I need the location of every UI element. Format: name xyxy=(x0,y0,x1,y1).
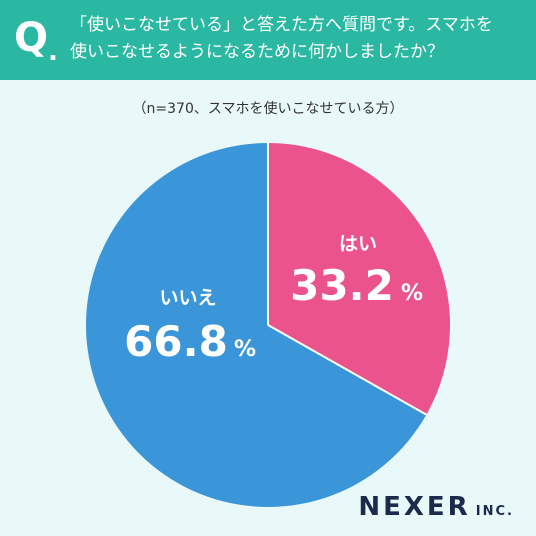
logo-sub: INC. xyxy=(475,504,514,519)
label-no: いいえ xyxy=(159,287,216,309)
unit-yes: % xyxy=(401,281,423,306)
label-yes: はい xyxy=(339,233,377,255)
pie-slice-no xyxy=(86,143,427,507)
value-no: 66.8 xyxy=(124,317,228,366)
pie-divider-bottom xyxy=(267,324,427,416)
q-mark: Q xyxy=(14,15,49,61)
q-dot: . xyxy=(48,37,58,67)
nexer-logo: NEXER INC. xyxy=(358,492,514,522)
question-line-2: 使いこなせるようになるために何かしましたか？ xyxy=(70,42,444,62)
question-line-1: 「使いこなせている」と答えた方へ質問です。スマホを xyxy=(70,15,493,35)
unit-no: % xyxy=(234,337,256,362)
pie-slice-yes xyxy=(268,143,451,415)
value-yes: 33.2 xyxy=(290,261,394,310)
question-header: Q . 「使いこなせている」と答えた方へ質問です。スマホを 使いこなせるようにな… xyxy=(0,0,536,80)
question-text: 「使いこなせている」と答えた方へ質問です。スマホを 使いこなせるようになるために… xyxy=(70,12,530,66)
sample-note: （n=370、スマホを使いこなせている方） xyxy=(132,101,404,117)
logo-main: NEXER xyxy=(358,492,471,522)
